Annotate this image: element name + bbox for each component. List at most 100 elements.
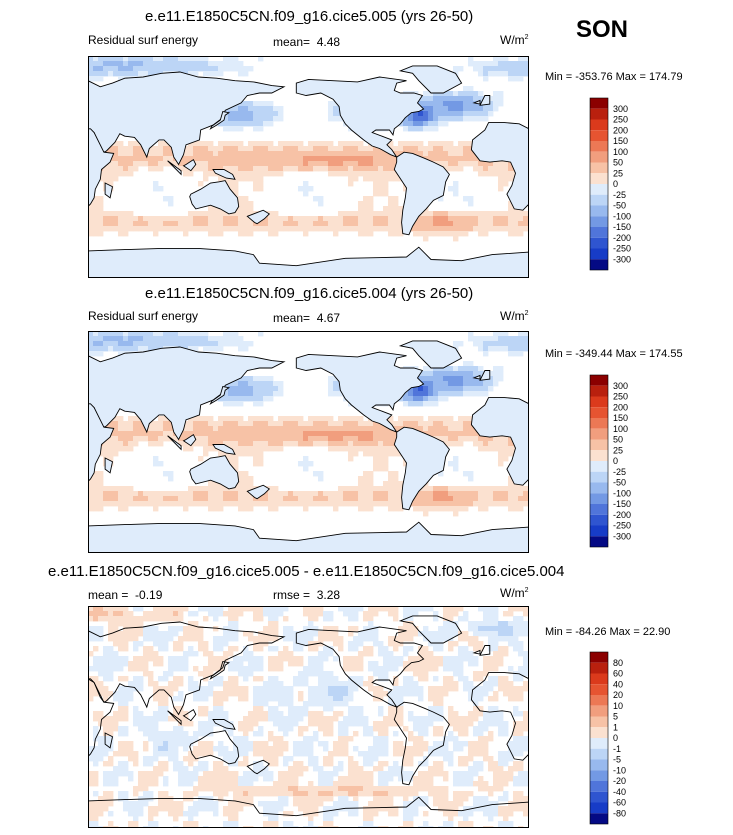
field-cell	[253, 106, 259, 112]
field-cell	[493, 221, 499, 227]
field-cell	[333, 421, 339, 427]
field-cell	[223, 691, 229, 697]
field-cell	[473, 701, 479, 707]
field-cell	[308, 751, 314, 757]
field-cell	[103, 451, 109, 457]
field-cell	[483, 216, 489, 222]
field-cell	[368, 231, 374, 237]
field-cell	[273, 441, 279, 447]
field-cell	[293, 426, 299, 432]
field-cell	[453, 91, 459, 97]
field-cell	[183, 171, 189, 177]
field-cell	[353, 656, 359, 662]
field-cell	[213, 701, 219, 707]
field-cell	[248, 501, 254, 507]
field-cell	[353, 711, 359, 717]
field-cell	[133, 221, 139, 227]
field-cell	[508, 61, 514, 67]
field-cell	[393, 221, 399, 227]
field-cell	[208, 746, 214, 752]
field-cell	[423, 96, 429, 102]
field-cell	[238, 121, 244, 127]
field-cell	[193, 146, 199, 152]
field-cell	[483, 611, 489, 617]
field-cell	[188, 676, 194, 682]
field-cell	[328, 501, 334, 507]
field-cell	[343, 666, 349, 672]
field-cell	[123, 706, 129, 712]
field-cell	[328, 676, 334, 682]
field-cell	[108, 496, 114, 502]
field-cell	[98, 606, 104, 612]
field-cell	[268, 681, 274, 687]
field-cell	[488, 226, 494, 232]
field-cell	[468, 711, 474, 717]
field-cell	[88, 486, 94, 492]
field-cell	[368, 221, 374, 227]
field-cell	[463, 371, 469, 377]
field-cell	[478, 71, 484, 77]
field-cell	[273, 711, 279, 717]
field-cell	[133, 661, 139, 667]
field-cell	[428, 96, 434, 102]
field-cell	[428, 156, 434, 162]
field-cell	[278, 726, 284, 732]
field-cell	[93, 606, 99, 612]
field-cell	[343, 216, 349, 222]
field-cell	[483, 726, 489, 732]
field-cell	[118, 696, 124, 702]
field-cell	[198, 431, 204, 437]
field-cell	[153, 736, 159, 742]
field-cell	[298, 426, 304, 432]
field-cell	[183, 146, 189, 152]
field-cell	[303, 186, 309, 192]
field-cell	[458, 661, 464, 667]
field-cell	[503, 181, 509, 187]
field-cell	[243, 381, 249, 387]
field-cell	[358, 431, 364, 437]
field-cell	[418, 661, 424, 667]
field-cell	[163, 221, 169, 227]
field-cell	[298, 436, 304, 442]
field-cell	[293, 716, 299, 722]
field-cell	[333, 701, 339, 707]
field-cell	[173, 221, 179, 227]
field-cell	[143, 61, 149, 67]
field-cell	[318, 226, 324, 232]
field-cell	[173, 681, 179, 687]
field-cell	[288, 156, 294, 162]
field-cell	[468, 431, 474, 437]
field-cell	[478, 751, 484, 757]
field-cell	[103, 691, 109, 697]
field-cell	[223, 226, 229, 232]
field-cell	[468, 91, 474, 97]
field-cell	[168, 661, 174, 667]
field-cell	[213, 426, 219, 432]
field-cell	[428, 146, 434, 152]
field-cell	[93, 226, 99, 232]
field-cell	[253, 221, 259, 227]
field-cell	[368, 211, 374, 217]
field-cell	[328, 636, 334, 642]
field-cell	[463, 156, 469, 162]
field-cell	[248, 486, 254, 492]
field-cell	[153, 426, 159, 432]
field-cell	[378, 731, 384, 737]
field-cell	[473, 716, 479, 722]
field-cell	[358, 481, 364, 487]
field-cell	[183, 61, 189, 67]
field-cell	[293, 706, 299, 712]
field-cell	[293, 151, 299, 157]
field-cell	[388, 481, 394, 487]
field-cell	[108, 56, 114, 62]
field-cell	[188, 446, 194, 452]
field-cell	[128, 496, 134, 502]
field-cell	[428, 686, 434, 692]
colorbar-box	[590, 385, 608, 397]
field-cell	[218, 226, 224, 232]
field-cell	[218, 156, 224, 162]
field-cell	[388, 506, 394, 512]
field-cell	[393, 666, 399, 672]
field-cell	[168, 201, 174, 207]
field-cell	[518, 711, 524, 717]
